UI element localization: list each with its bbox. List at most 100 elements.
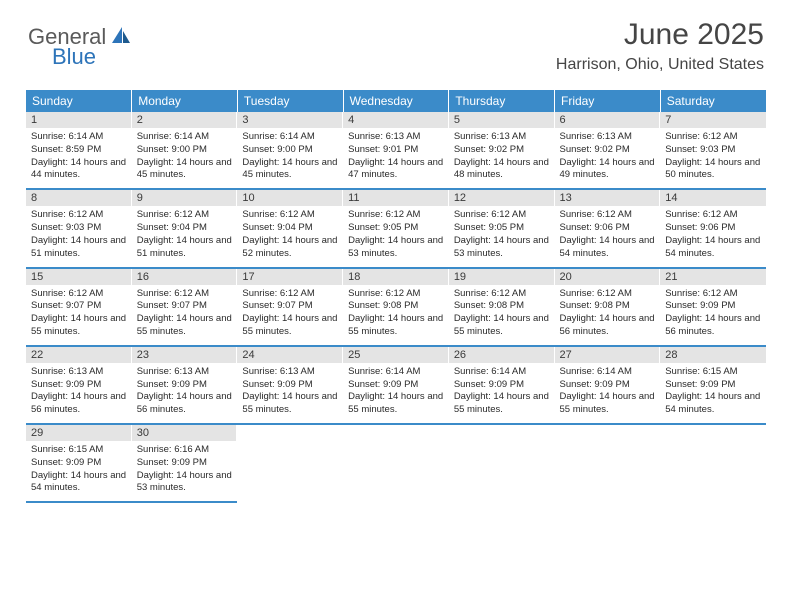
logo: General Blue xyxy=(28,24,134,50)
day-cell: 28Sunrise: 6:15 AMSunset: 9:09 PMDayligh… xyxy=(660,346,766,424)
day-body: Sunrise: 6:14 AMSunset: 9:00 PMDaylight:… xyxy=(237,128,343,188)
day-cell: 17Sunrise: 6:12 AMSunset: 9:07 PMDayligh… xyxy=(237,268,343,346)
dow-monday: Monday xyxy=(132,90,238,112)
day-number: 18 xyxy=(343,269,449,285)
empty-cell xyxy=(343,424,449,502)
day-number: 28 xyxy=(660,347,766,363)
day-body: Sunrise: 6:14 AMSunset: 9:09 PMDaylight:… xyxy=(343,363,449,423)
empty-cell xyxy=(555,424,661,502)
day-cell: 20Sunrise: 6:12 AMSunset: 9:08 PMDayligh… xyxy=(555,268,661,346)
day-cell: 14Sunrise: 6:12 AMSunset: 9:06 PMDayligh… xyxy=(660,189,766,267)
calendar-table: SundayMondayTuesdayWednesdayThursdayFrid… xyxy=(26,90,766,503)
day-number: 17 xyxy=(237,269,343,285)
day-number: 10 xyxy=(237,190,343,206)
day-cell: 5Sunrise: 6:13 AMSunset: 9:02 PMDaylight… xyxy=(449,112,555,189)
day-number: 2 xyxy=(132,112,238,128)
day-body: Sunrise: 6:12 AMSunset: 9:08 PMDaylight:… xyxy=(555,285,661,345)
day-cell: 4Sunrise: 6:13 AMSunset: 9:01 PMDaylight… xyxy=(343,112,449,189)
day-body: Sunrise: 6:12 AMSunset: 9:03 PMDaylight:… xyxy=(26,206,132,266)
day-cell: 2Sunrise: 6:14 AMSunset: 9:00 PMDaylight… xyxy=(132,112,238,189)
day-cell: 16Sunrise: 6:12 AMSunset: 9:07 PMDayligh… xyxy=(132,268,238,346)
day-cell: 23Sunrise: 6:13 AMSunset: 9:09 PMDayligh… xyxy=(132,346,238,424)
day-body: Sunrise: 6:15 AMSunset: 9:09 PMDaylight:… xyxy=(26,441,132,501)
day-body: Sunrise: 6:12 AMSunset: 9:07 PMDaylight:… xyxy=(237,285,343,345)
week-row: 15Sunrise: 6:12 AMSunset: 9:07 PMDayligh… xyxy=(26,268,766,346)
day-body: Sunrise: 6:14 AMSunset: 9:09 PMDaylight:… xyxy=(449,363,555,423)
month-title: June 2025 xyxy=(556,18,764,52)
dow-saturday: Saturday xyxy=(660,90,766,112)
day-number: 27 xyxy=(555,347,661,363)
header: General Blue June 2025 Harrison, Ohio, U… xyxy=(0,0,792,82)
day-body: Sunrise: 6:13 AMSunset: 9:02 PMDaylight:… xyxy=(555,128,661,188)
day-number: 21 xyxy=(660,269,766,285)
day-body: Sunrise: 6:14 AMSunset: 9:09 PMDaylight:… xyxy=(555,363,661,423)
empty-cell xyxy=(660,424,766,502)
day-number: 3 xyxy=(237,112,343,128)
day-cell: 8Sunrise: 6:12 AMSunset: 9:03 PMDaylight… xyxy=(26,189,132,267)
dow-wednesday: Wednesday xyxy=(343,90,449,112)
day-number: 23 xyxy=(132,347,238,363)
day-cell: 15Sunrise: 6:12 AMSunset: 9:07 PMDayligh… xyxy=(26,268,132,346)
day-cell: 29Sunrise: 6:15 AMSunset: 9:09 PMDayligh… xyxy=(26,424,132,502)
day-body: Sunrise: 6:13 AMSunset: 9:01 PMDaylight:… xyxy=(343,128,449,188)
day-number: 16 xyxy=(132,269,238,285)
day-number: 4 xyxy=(343,112,449,128)
day-cell: 19Sunrise: 6:12 AMSunset: 9:08 PMDayligh… xyxy=(449,268,555,346)
day-body: Sunrise: 6:12 AMSunset: 9:05 PMDaylight:… xyxy=(449,206,555,266)
day-cell: 11Sunrise: 6:12 AMSunset: 9:05 PMDayligh… xyxy=(343,189,449,267)
logo-sail-icon xyxy=(110,25,132,50)
day-number: 11 xyxy=(343,190,449,206)
day-body: Sunrise: 6:13 AMSunset: 9:09 PMDaylight:… xyxy=(237,363,343,423)
dow-friday: Friday xyxy=(555,90,661,112)
week-row: 22Sunrise: 6:13 AMSunset: 9:09 PMDayligh… xyxy=(26,346,766,424)
dow-thursday: Thursday xyxy=(449,90,555,112)
day-number: 24 xyxy=(237,347,343,363)
day-body: Sunrise: 6:15 AMSunset: 9:09 PMDaylight:… xyxy=(660,363,766,423)
day-number: 22 xyxy=(26,347,132,363)
day-cell: 25Sunrise: 6:14 AMSunset: 9:09 PMDayligh… xyxy=(343,346,449,424)
day-body: Sunrise: 6:12 AMSunset: 9:08 PMDaylight:… xyxy=(449,285,555,345)
day-body: Sunrise: 6:16 AMSunset: 9:09 PMDaylight:… xyxy=(132,441,238,501)
day-body: Sunrise: 6:12 AMSunset: 9:07 PMDaylight:… xyxy=(132,285,238,345)
day-body: Sunrise: 6:12 AMSunset: 9:09 PMDaylight:… xyxy=(660,285,766,345)
day-number: 20 xyxy=(555,269,661,285)
day-cell: 12Sunrise: 6:12 AMSunset: 9:05 PMDayligh… xyxy=(449,189,555,267)
day-number: 8 xyxy=(26,190,132,206)
day-cell: 27Sunrise: 6:14 AMSunset: 9:09 PMDayligh… xyxy=(555,346,661,424)
title-block: June 2025 Harrison, Ohio, United States xyxy=(556,18,764,74)
week-row: 29Sunrise: 6:15 AMSunset: 9:09 PMDayligh… xyxy=(26,424,766,502)
day-number: 14 xyxy=(660,190,766,206)
day-number: 25 xyxy=(343,347,449,363)
day-number: 6 xyxy=(555,112,661,128)
dow-sunday: Sunday xyxy=(26,90,132,112)
day-cell: 30Sunrise: 6:16 AMSunset: 9:09 PMDayligh… xyxy=(132,424,238,502)
day-body: Sunrise: 6:12 AMSunset: 9:04 PMDaylight:… xyxy=(237,206,343,266)
day-body: Sunrise: 6:13 AMSunset: 9:09 PMDaylight:… xyxy=(26,363,132,423)
day-cell: 13Sunrise: 6:12 AMSunset: 9:06 PMDayligh… xyxy=(555,189,661,267)
day-cell: 1Sunrise: 6:14 AMSunset: 8:59 PMDaylight… xyxy=(26,112,132,189)
day-body: Sunrise: 6:13 AMSunset: 9:09 PMDaylight:… xyxy=(132,363,238,423)
day-body: Sunrise: 6:12 AMSunset: 9:06 PMDaylight:… xyxy=(555,206,661,266)
empty-cell xyxy=(449,424,555,502)
day-body: Sunrise: 6:12 AMSunset: 9:04 PMDaylight:… xyxy=(132,206,238,266)
day-number: 9 xyxy=(132,190,238,206)
day-body: Sunrise: 6:12 AMSunset: 9:03 PMDaylight:… xyxy=(660,128,766,188)
day-number: 29 xyxy=(26,425,132,441)
day-cell: 9Sunrise: 6:12 AMSunset: 9:04 PMDaylight… xyxy=(132,189,238,267)
day-body: Sunrise: 6:13 AMSunset: 9:02 PMDaylight:… xyxy=(449,128,555,188)
day-cell: 24Sunrise: 6:13 AMSunset: 9:09 PMDayligh… xyxy=(237,346,343,424)
day-number: 26 xyxy=(449,347,555,363)
day-number: 19 xyxy=(449,269,555,285)
day-number: 5 xyxy=(449,112,555,128)
day-cell: 6Sunrise: 6:13 AMSunset: 9:02 PMDaylight… xyxy=(555,112,661,189)
day-cell: 3Sunrise: 6:14 AMSunset: 9:00 PMDaylight… xyxy=(237,112,343,189)
day-number: 7 xyxy=(660,112,766,128)
day-number: 15 xyxy=(26,269,132,285)
day-cell: 7Sunrise: 6:12 AMSunset: 9:03 PMDaylight… xyxy=(660,112,766,189)
day-cell: 10Sunrise: 6:12 AMSunset: 9:04 PMDayligh… xyxy=(237,189,343,267)
day-body: Sunrise: 6:12 AMSunset: 9:05 PMDaylight:… xyxy=(343,206,449,266)
logo-text-blue: Blue xyxy=(52,44,96,70)
week-row: 8Sunrise: 6:12 AMSunset: 9:03 PMDaylight… xyxy=(26,189,766,267)
dow-row: SundayMondayTuesdayWednesdayThursdayFrid… xyxy=(26,90,766,112)
day-body: Sunrise: 6:12 AMSunset: 9:06 PMDaylight:… xyxy=(660,206,766,266)
